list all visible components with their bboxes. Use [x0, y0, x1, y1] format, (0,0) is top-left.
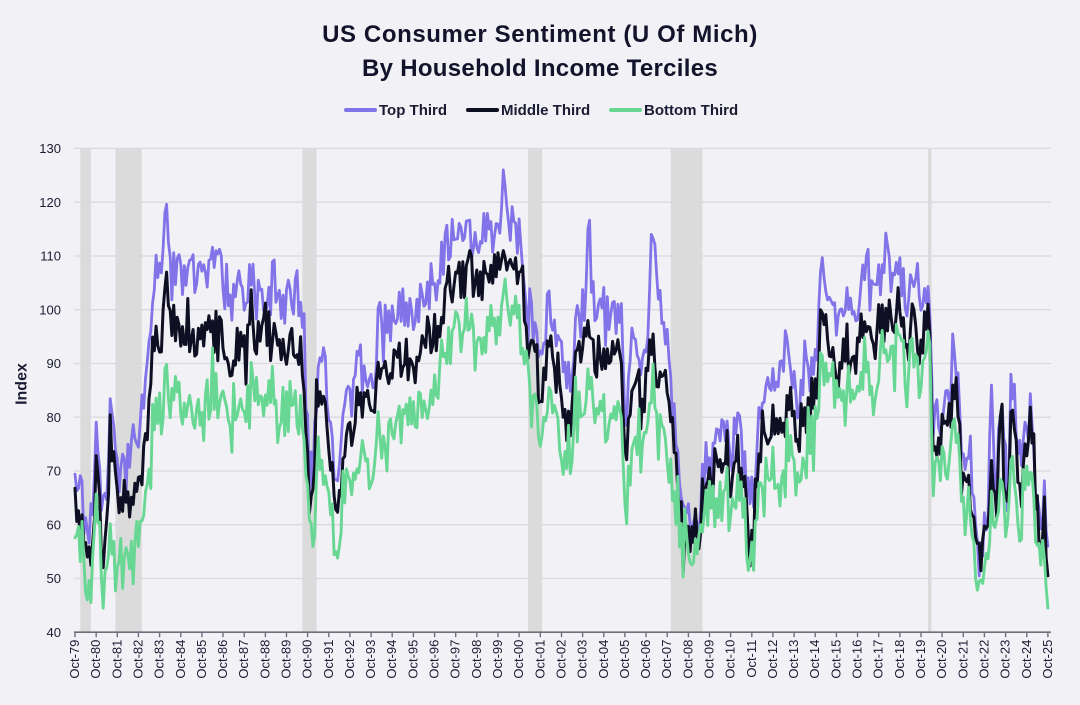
svg-text:Oct-91: Oct-91 — [321, 640, 336, 679]
svg-text:Oct-95: Oct-95 — [405, 640, 420, 679]
svg-text:Oct-10: Oct-10 — [723, 640, 738, 679]
svg-text:Oct-94: Oct-94 — [384, 640, 399, 679]
svg-text:Oct-08: Oct-08 — [680, 640, 695, 679]
svg-text:Oct-98: Oct-98 — [469, 640, 484, 679]
svg-text:Oct-07: Oct-07 — [659, 640, 674, 679]
svg-text:Oct-86: Oct-86 — [215, 640, 230, 679]
svg-text:Oct-21: Oct-21 — [955, 640, 970, 679]
svg-text:Oct-15: Oct-15 — [828, 640, 843, 679]
svg-text:60: 60 — [47, 517, 61, 532]
svg-text:Oct-90: Oct-90 — [300, 640, 315, 679]
svg-text:Oct-03: Oct-03 — [575, 640, 590, 679]
svg-text:Oct-97: Oct-97 — [448, 640, 463, 679]
svg-text:US Consumer Sentiment (U Of Mi: US Consumer Sentiment (U Of Mich) — [322, 21, 758, 48]
svg-text:Index: Index — [14, 363, 31, 405]
svg-text:80: 80 — [47, 410, 61, 425]
svg-text:Oct-04: Oct-04 — [596, 640, 611, 679]
svg-text:Oct-87: Oct-87 — [236, 640, 251, 679]
svg-text:Oct-22: Oct-22 — [976, 640, 991, 679]
svg-text:Oct-93: Oct-93 — [363, 640, 378, 679]
svg-text:Oct-23: Oct-23 — [998, 640, 1013, 679]
svg-text:Oct-05: Oct-05 — [617, 640, 632, 679]
svg-text:Oct-20: Oct-20 — [934, 640, 949, 679]
svg-text:130: 130 — [39, 141, 61, 156]
svg-text:Oct-25: Oct-25 — [1040, 640, 1055, 679]
svg-text:Oct-01: Oct-01 — [532, 640, 547, 679]
svg-text:Bottom Third: Bottom Third — [644, 102, 738, 119]
svg-text:Oct-11: Oct-11 — [744, 640, 759, 678]
svg-text:Oct-02: Oct-02 — [554, 640, 569, 679]
svg-text:Oct-12: Oct-12 — [765, 640, 780, 679]
svg-text:110: 110 — [40, 249, 61, 264]
svg-text:Oct-88: Oct-88 — [257, 640, 272, 679]
svg-text:Oct-85: Oct-85 — [194, 640, 209, 679]
svg-text:Oct-79: Oct-79 — [67, 640, 82, 679]
svg-text:40: 40 — [47, 625, 61, 640]
svg-text:Oct-81: Oct-81 — [109, 640, 124, 679]
svg-text:Oct-18: Oct-18 — [892, 640, 907, 679]
svg-text:Oct-13: Oct-13 — [786, 640, 801, 679]
svg-text:50: 50 — [47, 571, 61, 586]
svg-text:Oct-99: Oct-99 — [490, 640, 505, 679]
svg-text:Oct-24: Oct-24 — [1019, 640, 1034, 679]
svg-text:90: 90 — [47, 356, 61, 371]
svg-text:Oct-89: Oct-89 — [279, 640, 294, 679]
svg-text:Oct-83: Oct-83 — [152, 640, 167, 679]
svg-text:Oct-92: Oct-92 — [342, 640, 357, 679]
svg-text:Oct-96: Oct-96 — [427, 640, 442, 679]
svg-text:Oct-06: Oct-06 — [638, 640, 653, 679]
svg-text:120: 120 — [39, 195, 61, 210]
svg-text:Oct-17: Oct-17 — [871, 640, 886, 679]
svg-text:100: 100 — [39, 302, 61, 317]
svg-text:Oct-09: Oct-09 — [702, 640, 717, 679]
svg-text:Oct-14: Oct-14 — [807, 640, 822, 679]
svg-text:Oct-82: Oct-82 — [130, 640, 145, 679]
svg-text:Oct-80: Oct-80 — [88, 640, 103, 679]
svg-text:Oct-16: Oct-16 — [850, 640, 865, 679]
svg-text:Oct-19: Oct-19 — [913, 640, 928, 679]
svg-text:Top Third: Top Third — [379, 102, 447, 119]
svg-text:70: 70 — [47, 464, 61, 479]
svg-text:Oct-00: Oct-00 — [511, 640, 526, 679]
svg-text:Middle Third: Middle Third — [501, 102, 590, 119]
svg-text:By Household Income Terciles: By Household Income Terciles — [362, 55, 718, 82]
svg-text:Oct-84: Oct-84 — [173, 640, 188, 679]
